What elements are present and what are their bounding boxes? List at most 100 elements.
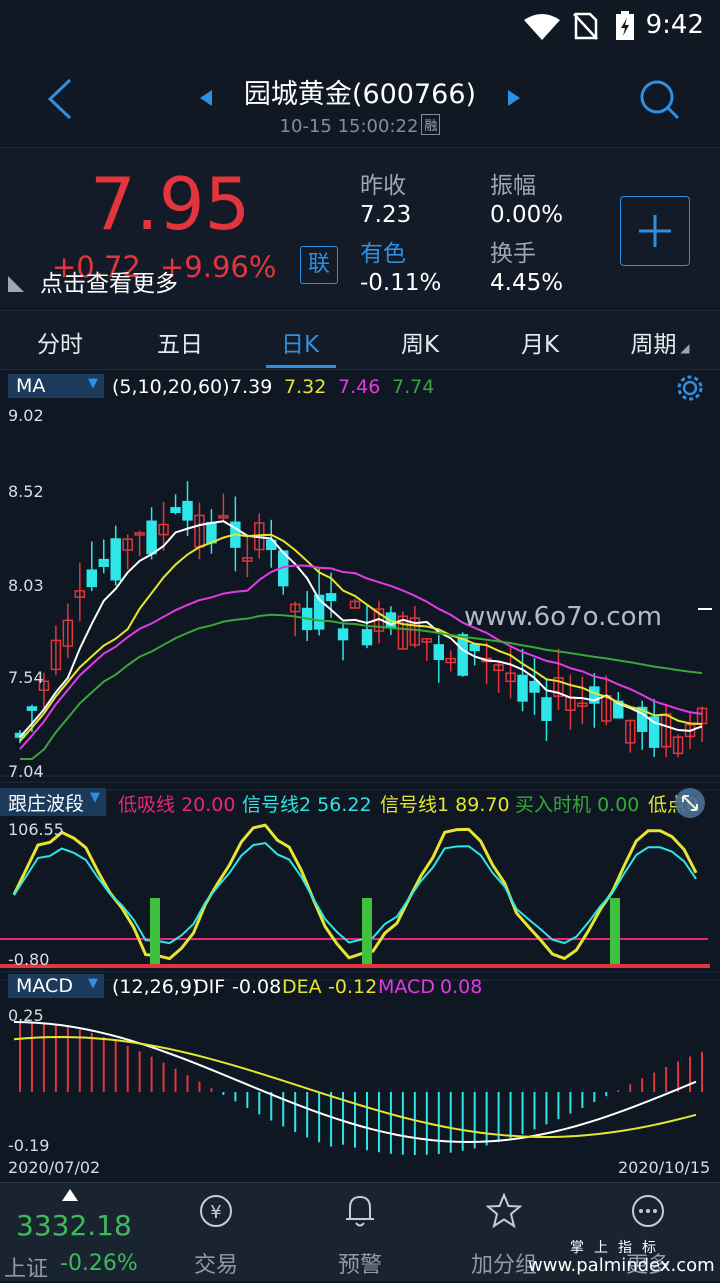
macd-indicator-select[interactable]: MACD ▼	[8, 974, 104, 998]
candle-body	[493, 664, 504, 672]
ma-indicator-select[interactable]: MA ▼	[8, 374, 104, 398]
y-tick: 8.52	[8, 482, 44, 501]
candle-body	[457, 634, 468, 676]
tab-weekly-k[interactable]: 周K	[400, 332, 440, 358]
y-tick: -0.19	[8, 1136, 50, 1155]
candle-body	[98, 558, 109, 567]
candle-body	[624, 719, 636, 744]
y-tick: 0.25	[8, 1006, 44, 1025]
candle-body	[349, 600, 361, 609]
zhuang-item: 买入时机 0.00	[515, 794, 640, 816]
bell-icon	[346, 1195, 374, 1227]
zhuang-indicator-select[interactable]: 跟庄波段 ▼	[0, 788, 106, 816]
nav-alert[interactable]: 预警	[288, 1183, 432, 1281]
tab-intraday[interactable]: 分时	[37, 332, 83, 358]
candle-body	[86, 569, 98, 588]
candle-body	[421, 638, 433, 643]
quote-panel: 7.95 +0.72 +9.96% 点击查看更多 联 昨收 7.23 振幅 0.…	[0, 147, 720, 308]
status-bar: 9:42	[0, 0, 720, 52]
trade-icon: ¥	[200, 1195, 232, 1227]
index-ticker[interactable]: 3332.18 上证 -0.26%	[0, 1183, 144, 1282]
candle-body	[146, 520, 157, 555]
price-change-pct: +9.96%	[160, 250, 277, 284]
stat-value: 4.45%	[490, 270, 564, 296]
settings-gear-icon[interactable]	[676, 374, 704, 402]
quote-datetime: 10-15 15:00:22 融	[0, 114, 720, 137]
dea-label: DEA	[282, 976, 322, 998]
candle-body	[337, 628, 349, 641]
candle-body	[672, 736, 684, 755]
candle-body	[38, 680, 50, 691]
buy-signal-bar	[610, 898, 620, 964]
tab-period[interactable]: 周期 ◢	[600, 325, 720, 359]
price-change: +0.72	[52, 250, 141, 284]
candle-body	[469, 643, 480, 652]
candle-body	[636, 706, 648, 732]
sector-label[interactable]: 有色	[360, 241, 406, 267]
watermark-text: www.6o7o.com	[464, 602, 662, 632]
candle-body	[170, 507, 181, 513]
ma-params: (5,10,20,60)	[112, 376, 230, 398]
candle-body	[182, 500, 193, 521]
stat-label: 振幅	[490, 173, 536, 199]
period-tabs: 分时 五日 日K 周K 月K 周期 ◢	[0, 310, 720, 370]
clock: 9:42	[645, 10, 704, 40]
candlesticks	[14, 481, 708, 758]
ma-indicator-label: MA	[16, 375, 46, 397]
candle-body	[648, 716, 660, 748]
expand-icon	[682, 795, 698, 811]
tab-daily-k[interactable]: 日K	[280, 332, 320, 358]
tab-monthly-k[interactable]: 月K	[520, 332, 560, 358]
dea-value: -0.12	[328, 976, 378, 998]
search-icon[interactable]	[638, 78, 680, 120]
tab-five-day[interactable]: 五日	[157, 332, 203, 358]
date-end: 2020/10/15	[618, 1158, 711, 1177]
expand-corner-icon	[8, 276, 24, 292]
next-stock-icon[interactable]	[506, 88, 522, 108]
candle-body	[26, 706, 38, 711]
stat-value: 0.00%	[490, 202, 564, 228]
y-tick: 8.03	[8, 576, 44, 595]
candle-body	[433, 644, 445, 661]
stock-title: 园城黄金(600766)	[243, 79, 477, 110]
dea-line	[13, 1036, 697, 1138]
tab-period-label: 周期	[630, 332, 677, 358]
wifi-icon	[524, 14, 560, 40]
candle-body	[517, 674, 528, 702]
dif-value: -0.08	[232, 976, 282, 998]
candle-body	[134, 532, 145, 536]
candle-body	[529, 680, 540, 693]
fullscreen-button[interactable]	[675, 788, 705, 818]
chevron-down-icon: ▼	[88, 376, 98, 391]
more-hint[interactable]: 点击查看更多	[40, 271, 178, 297]
nav-more[interactable]: 更多	[576, 1183, 720, 1281]
zhuang-lines	[0, 823, 710, 968]
ma-line	[19, 533, 703, 742]
kline-chart[interactable]: www.6o7o.com	[0, 404, 720, 1180]
candle-body	[577, 702, 588, 707]
dif-label: DIF	[194, 976, 226, 998]
macd-params: (12,26,9)	[112, 976, 200, 998]
rong-badge: 融	[421, 114, 441, 135]
prev-stock-icon[interactable]	[198, 88, 214, 108]
nav-add-group[interactable]: 加分组	[432, 1183, 576, 1281]
candle-body	[313, 594, 325, 630]
add-watchlist-button[interactable]	[620, 196, 690, 266]
candle-body	[325, 593, 337, 602]
nav-trade[interactable]: ¥ 交易	[144, 1183, 288, 1281]
no-sim-icon	[573, 12, 598, 40]
bottom-nav: 3332.18 上证 -0.26% ¥ 交易 预警 加分组 更多 掌上指标 ww…	[0, 1182, 720, 1282]
plus-icon	[639, 215, 671, 247]
battery-charging-icon	[616, 11, 634, 40]
macd-value: 0.08	[440, 976, 483, 998]
back-icon[interactable]	[46, 78, 74, 120]
ma-line	[19, 613, 703, 760]
candle-body	[242, 557, 253, 562]
buy-signal-bar	[362, 898, 372, 964]
chevron-down-icon: ▼	[88, 976, 98, 991]
macd-indicator-label: MACD	[16, 975, 73, 997]
datetime-text: 10-15 15:00:22	[279, 116, 419, 137]
zhuang-legend: 跟庄波段 ▼ 低吸线 20.00 信号线2 56.22 信号线1 89.70 买入…	[0, 788, 720, 816]
ma-lines	[19, 520, 703, 760]
lian-button[interactable]: 联	[300, 246, 338, 284]
